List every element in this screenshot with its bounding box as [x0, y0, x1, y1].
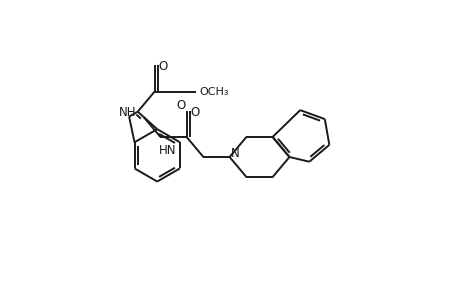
Text: NH: NH [118, 106, 136, 118]
Text: OCH₃: OCH₃ [199, 87, 229, 97]
Text: O: O [190, 106, 199, 119]
Text: O: O [176, 98, 185, 112]
Text: O: O [158, 61, 168, 74]
Text: N: N [230, 147, 240, 160]
Text: HN: HN [158, 144, 176, 157]
